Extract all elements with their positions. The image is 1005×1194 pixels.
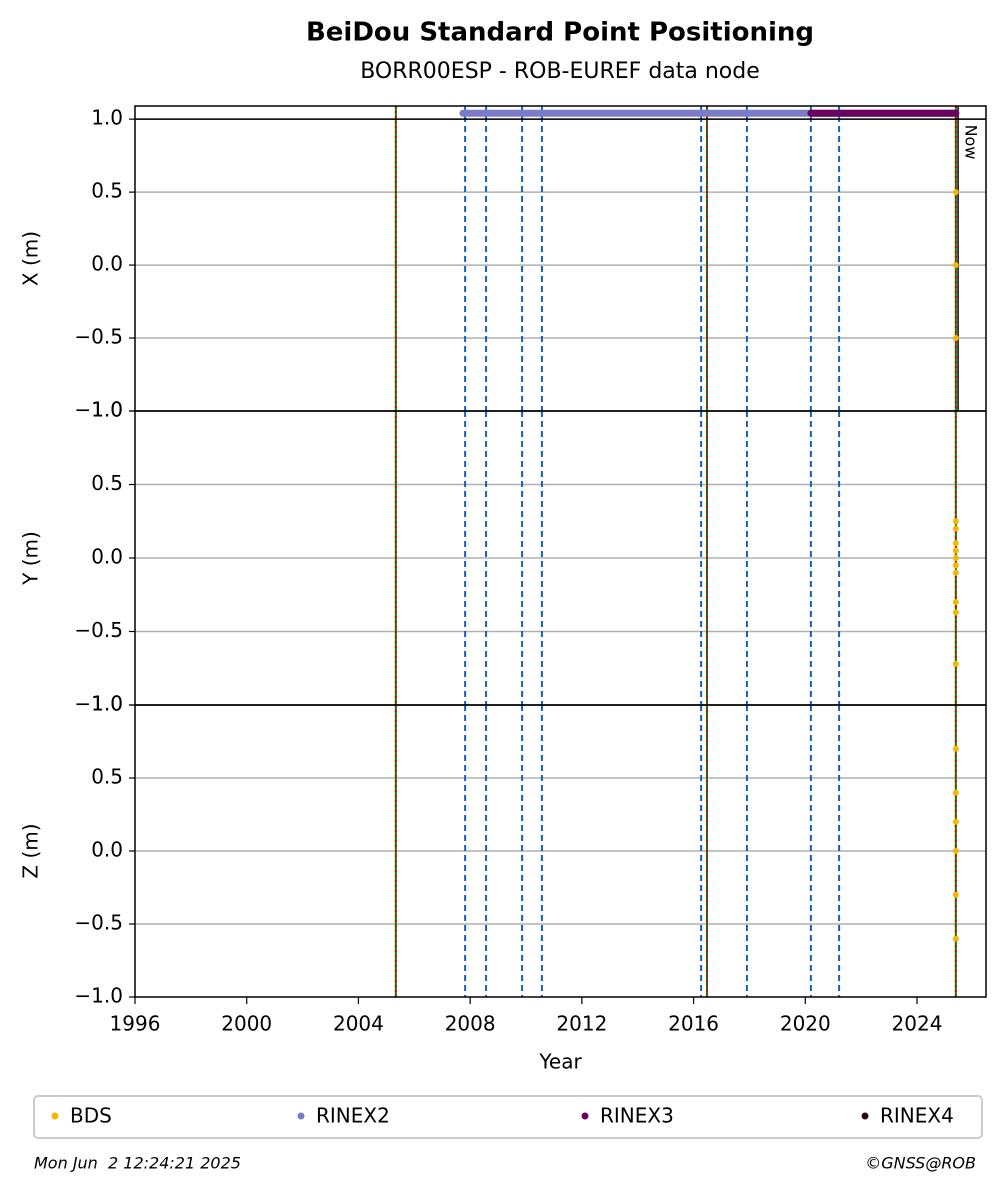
data-point — [952, 848, 959, 854]
x-tick-label: 2000 — [221, 1012, 272, 1036]
y-tick-label: −0.5 — [74, 911, 123, 935]
data-point — [952, 189, 959, 196]
y-tick-label: −1.0 — [74, 984, 123, 1008]
legend-box — [33, 1095, 983, 1139]
y-tick-label: 0.5 — [91, 179, 123, 203]
x-tick-label: 2012 — [556, 1012, 607, 1036]
data-point — [952, 935, 959, 942]
data-point — [952, 555, 959, 561]
x-tick-label: 2008 — [445, 1012, 496, 1036]
y-axis-label: Z (m) — [19, 823, 43, 878]
y-tick-label: 0.5 — [91, 765, 123, 789]
data-point — [952, 262, 959, 269]
y-tick-label: −1.0 — [74, 398, 123, 422]
y-tick-label: −1.0 — [74, 692, 123, 716]
footer-credit: ©GNSS@ROB — [865, 1154, 976, 1173]
x-tick-label: 2016 — [668, 1012, 719, 1036]
data-point — [952, 818, 959, 825]
chart-title: BeiDou Standard Point Positioning — [306, 18, 814, 48]
data-point — [952, 540, 959, 547]
data-point — [952, 547, 959, 554]
x-tick-label: 2020 — [780, 1012, 831, 1036]
legend-marker — [861, 1112, 869, 1120]
x-axis-label: Year — [538, 1050, 582, 1074]
data-point — [952, 660, 959, 667]
y-tick-label: 0.0 — [91, 838, 123, 862]
data-point — [952, 745, 959, 752]
x-tick-label: 2024 — [892, 1012, 943, 1036]
y-tick-label: 0.0 — [91, 545, 123, 569]
legend-marker — [51, 1112, 59, 1120]
plot-frame — [134, 704, 987, 998]
y-tick-label: −0.5 — [74, 325, 123, 349]
y-tick-label: 0.0 — [91, 252, 123, 276]
legend-label: RINEX4 — [880, 1104, 954, 1128]
chart-subtitle: BORR00ESP - ROB-EUREF data node — [360, 59, 760, 84]
data-point — [952, 599, 959, 606]
x-tick-label: 1996 — [110, 1012, 161, 1036]
data-point — [952, 562, 959, 569]
legend-label: RINEX2 — [316, 1104, 390, 1128]
legend-marker — [581, 1112, 589, 1120]
y-tick-label: 0.5 — [91, 471, 123, 495]
legend-marker — [297, 1112, 305, 1120]
data-point — [952, 335, 959, 342]
y-axis-label: Y (m) — [19, 531, 43, 586]
plot-frame — [134, 105, 987, 412]
legend-label: BDS — [70, 1104, 112, 1128]
data-point — [952, 518, 959, 525]
footer-date: Mon Jun 2 12:24:21 2025 — [34, 1154, 241, 1173]
legend-label: RINEX3 — [600, 1104, 674, 1128]
y-tick-label: 1.0 — [91, 398, 123, 422]
data-point — [952, 789, 959, 796]
data-point — [952, 525, 959, 532]
x-tick-label: 2004 — [333, 1012, 384, 1036]
y-tick-label: 1.0 — [91, 692, 123, 716]
data-point — [952, 569, 959, 576]
y-axis-label: X (m) — [19, 231, 43, 286]
y-tick-label: −0.5 — [74, 618, 123, 642]
now-label: Now — [962, 125, 981, 160]
y-tick-label: 1.0 — [91, 106, 123, 130]
data-point — [952, 609, 959, 616]
data-point — [952, 891, 959, 898]
